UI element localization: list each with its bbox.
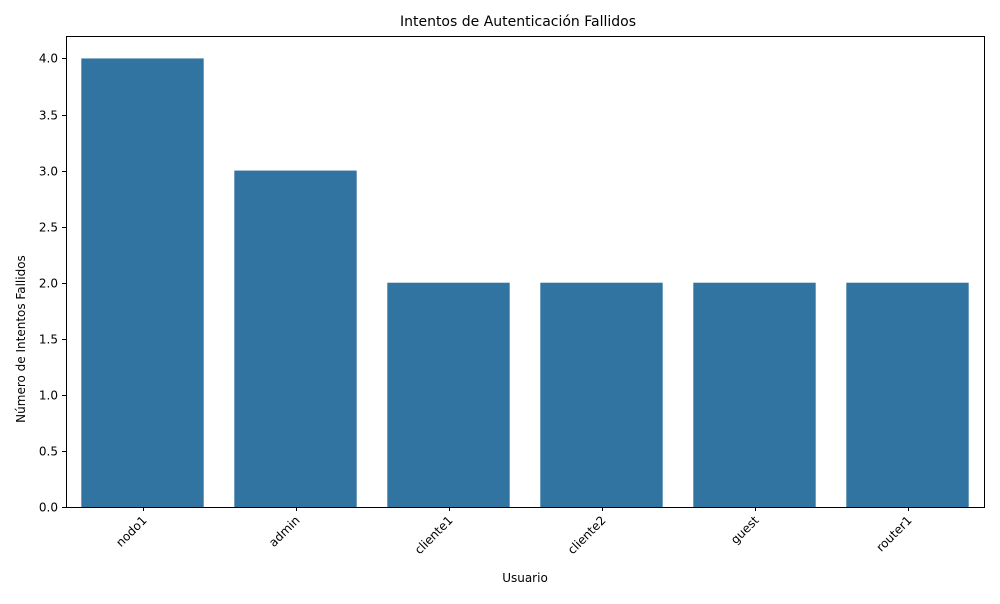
y-tick-label: 1.0 [39,389,58,403]
y-axis-label: Número de Intentos Fallidos [14,255,28,423]
plot-frame [66,36,985,508]
x-tick-label: router1 [873,513,914,554]
y-tick-label: 2.5 [39,221,58,235]
bar-guest [693,282,816,507]
bar-nodo1 [81,58,204,508]
chart-title: Intentos de Autenticación Fallidos [400,14,636,30]
x-tick-label: cliente1 [412,513,456,557]
x-axis: nodo1 admin cliente1 cliente2 guest router1 [113,507,915,557]
x-tick-label: guest [728,513,762,547]
bars-layer [81,58,969,508]
y-tick-label: 0.5 [39,445,58,459]
x-tick-label: nodo1 [113,513,149,549]
y-tick-label: 2.0 [39,277,58,291]
y-tick-label: 4.0 [39,52,58,66]
x-tick-label: admin [266,513,302,549]
y-axis: 0.0 0.5 1.0 1.5 2.0 2.5 3.0 3.5 4.0 [39,52,66,515]
x-axis-label: Usuario [502,571,548,585]
y-tick-label: 3.5 [39,109,58,123]
y-tick-label: 0.0 [39,501,58,515]
bar-router1 [846,282,969,507]
bar-cliente2 [540,282,663,507]
y-tick-label: 1.5 [39,333,58,347]
bar-admin [234,170,357,507]
y-tick-label: 3.0 [39,165,58,179]
bar-cliente1 [387,282,510,507]
x-tick-label: cliente2 [565,513,609,557]
